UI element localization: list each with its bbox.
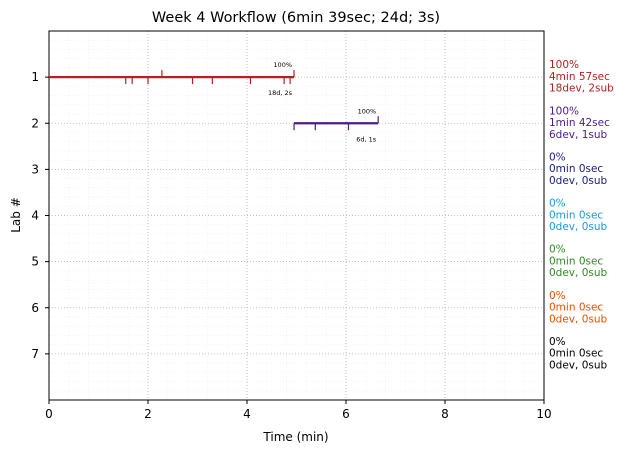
lab-1-summary-line: 18dev, 2sub [549,83,614,95]
lab-2-percent-label: 100% [358,107,377,115]
lab-7-summary-line: 0dev, 0sub [549,359,608,371]
lab-5-summary-line: 0dev, 0sub [549,267,608,279]
x-tick-label: 0 [45,407,53,421]
lab-7-summary-line: 0min 0sec [549,348,603,360]
grid-layer [48,30,545,401]
lab-6-summary-line: 0min 0sec [549,302,603,314]
lab-6-summary-line: 0dev, 0sub [549,313,608,325]
y-tick-label: 7 [31,347,39,361]
lab-5-summary-line: 0min 0sec [549,255,603,267]
lab-3-summary-line: 0dev, 0sub [549,175,608,187]
y-axis-label: Lab # [9,197,23,233]
lab-3-summary-line: 0% [549,151,566,163]
y-tick-label: 5 [31,255,39,269]
x-tick-label: 2 [144,407,152,421]
y-tick-label: 3 [31,162,39,176]
lab-4-summary-line: 0min 0sec [549,209,603,221]
lab-1-summary-line: 4min 57sec [549,71,610,83]
chart-title: Week 4 Workflow (6min 39sec; 24d; 3s) [152,10,440,26]
lab-4-summary-line: 0dev, 0sub [549,221,608,233]
lab-3-summary-line: 0min 0sec [549,163,603,175]
lab-2-summary-line: 100% [549,105,579,117]
y-tick-label: 1 [31,70,39,84]
lab-2-summary-line: 6dev, 1sub [549,129,608,141]
lab-1-percent-label: 100% [273,61,292,69]
y-tick-label: 4 [31,209,39,223]
y-tick-label: 2 [31,116,39,130]
lab-4-summary-line: 0% [549,198,566,210]
lab-2-detail-label: 6d, 1s [356,135,377,143]
x-tick-label: 6 [342,407,350,421]
lab-7-summary-line: 0% [549,336,566,348]
lab-6-summary-line: 0% [549,290,566,302]
lab-2-summary-line: 1min 42sec [549,117,610,129]
lab-1-summary-line: 100% [549,59,579,71]
y-tick-label: 6 [31,301,39,315]
lab-1-detail-label: 18d, 2s [268,89,293,97]
lab-5-summary-line: 0% [549,244,566,256]
x-tick-label: 4 [243,407,251,421]
x-axis-label: Time (min) [262,430,328,444]
x-tick-label: 8 [441,407,449,421]
marks-layer: 100% 18d, 2s 100% 6d, 1s [49,61,379,143]
x-tick-label: 10 [536,407,551,421]
